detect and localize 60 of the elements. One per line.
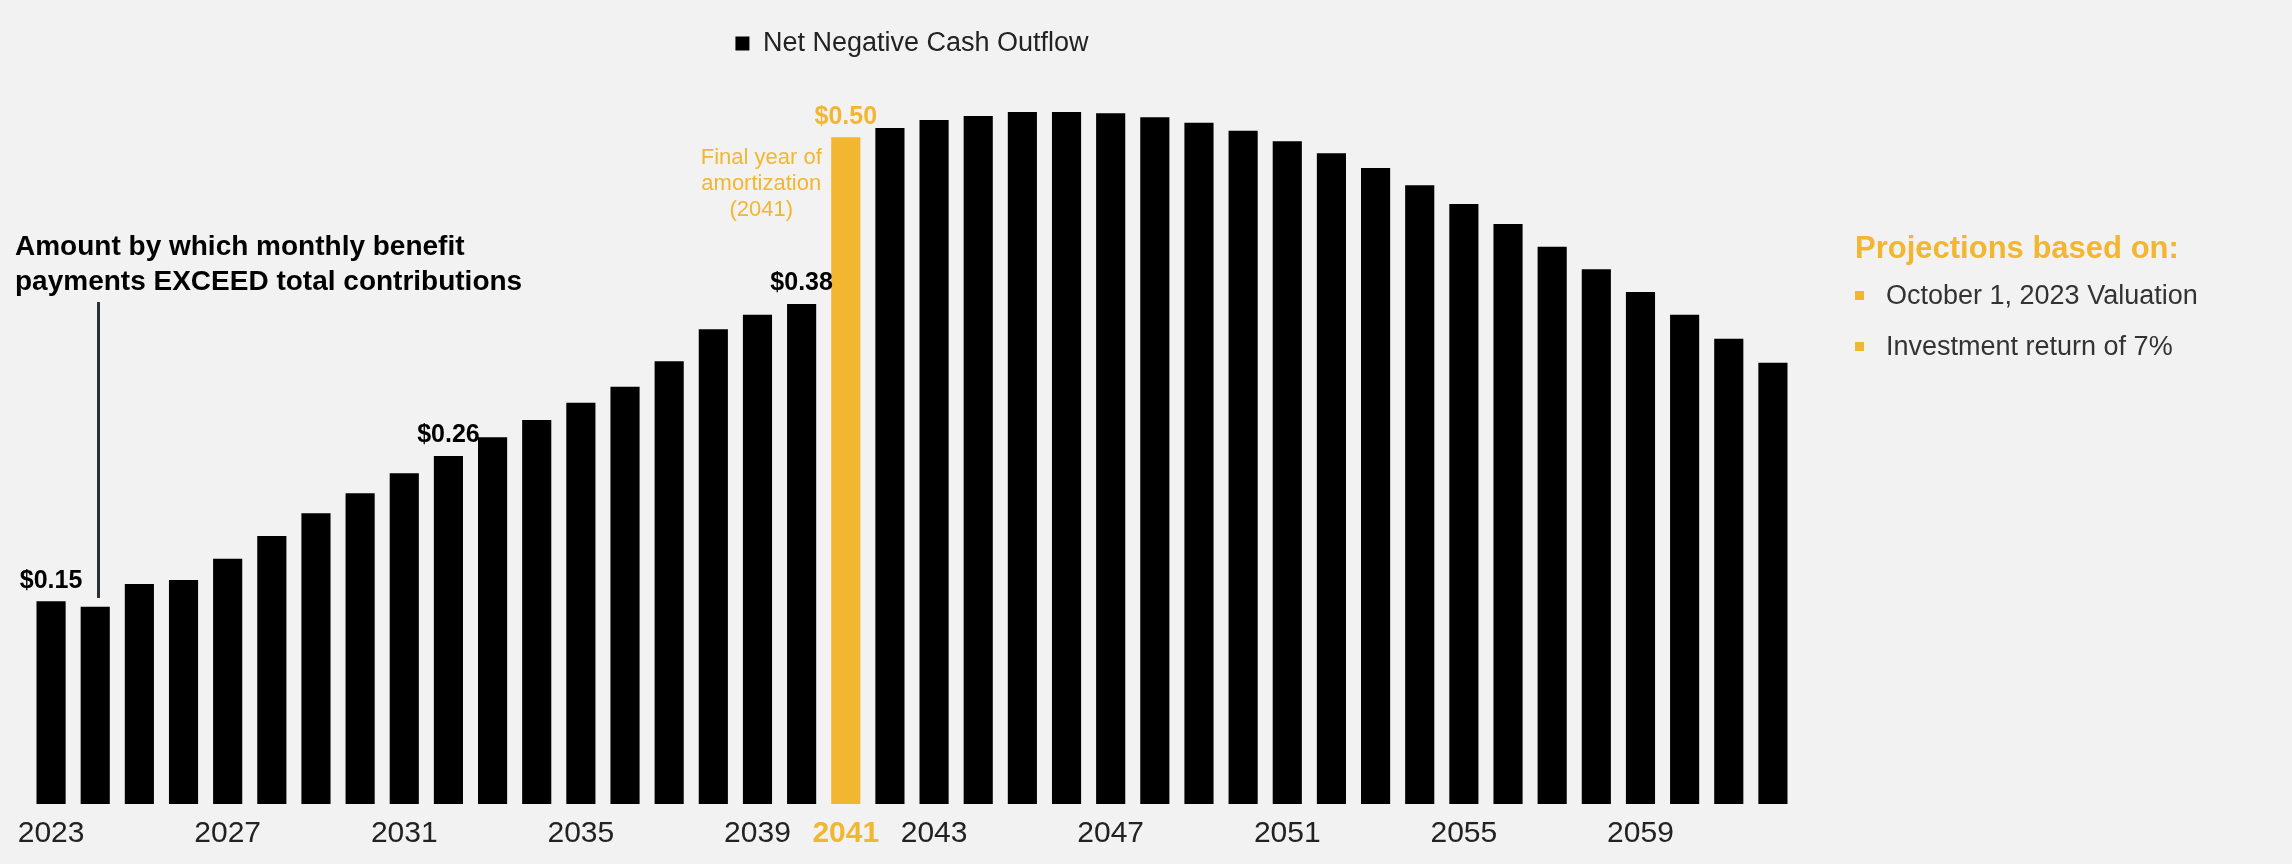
x-tick-label: 2055 (1430, 815, 1498, 849)
x-tick-label: 2041 (812, 815, 880, 849)
bar (1625, 291, 1656, 804)
bar (1537, 246, 1567, 804)
bar (698, 329, 728, 804)
bar (875, 127, 905, 804)
bar (654, 361, 684, 804)
bar (36, 601, 66, 804)
bar (1096, 113, 1126, 804)
bar (478, 437, 508, 804)
data-label: $0.50 (814, 100, 878, 129)
x-tick-label: 2051 (1253, 815, 1321, 849)
bar (301, 513, 331, 804)
text: October 1, 2023 Valuation (1886, 280, 2198, 311)
bar (566, 402, 596, 804)
bar (742, 314, 773, 804)
bar (80, 606, 110, 804)
bar (1449, 203, 1479, 804)
bar (831, 137, 861, 804)
bar (919, 119, 949, 804)
x-tick-label: 2023 (17, 815, 85, 849)
bar (610, 386, 640, 804)
bar (1670, 314, 1700, 804)
bar (1140, 117, 1170, 804)
text: Projections based on: (1855, 230, 2180, 266)
bar (522, 419, 552, 804)
legend-label: Net Negative Cash Outflow (762, 26, 1090, 57)
bar (1051, 111, 1082, 804)
bar (1007, 111, 1037, 804)
bar (1184, 122, 1214, 804)
x-tick-label: 2031 (370, 815, 438, 849)
bar (1228, 130, 1258, 804)
bar (1272, 141, 1302, 804)
x-tick-label: 2059 (1607, 815, 1674, 849)
bar (433, 455, 463, 804)
data-label: $0.26 (417, 419, 480, 448)
bar (1714, 338, 1744, 804)
annotation: Final year of amortization (2041) (700, 144, 823, 222)
x-tick-label: 2027 (194, 815, 262, 849)
x-tick-label: 2047 (1077, 815, 1145, 849)
bar (213, 558, 243, 804)
bar (345, 493, 375, 804)
bar (257, 535, 287, 804)
bar (963, 115, 993, 804)
bar (1581, 269, 1611, 804)
bar (787, 303, 817, 804)
text: Investment return of 7% (1886, 331, 2173, 362)
bar (1758, 362, 1788, 804)
x-tick-label: 2035 (547, 815, 615, 849)
bar (168, 579, 199, 804)
bar (1493, 223, 1523, 804)
x-tick-label: 2043 (900, 815, 968, 849)
x-tick-label: 2039 (724, 815, 791, 849)
bar (1316, 153, 1346, 804)
data-label: $0.15 (19, 564, 83, 593)
annotation: Amount by which monthly benefit payments EXCEED total contributions (15, 229, 524, 298)
bar (1405, 185, 1435, 804)
bar (389, 473, 419, 804)
bar (124, 583, 154, 804)
bar (1361, 167, 1391, 804)
